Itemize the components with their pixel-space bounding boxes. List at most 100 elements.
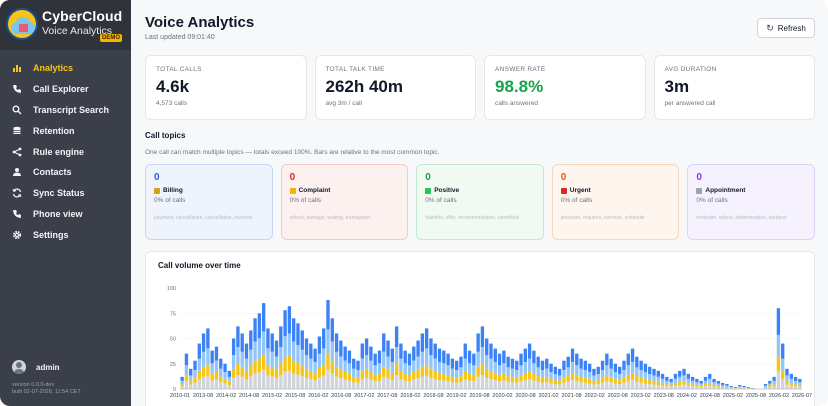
volume-bar: [527, 343, 532, 359]
volume-bar: [648, 374, 652, 381]
topic-card-urgent[interactable]: 0 Urgent 0% of calls pressure, requires,…: [551, 164, 680, 240]
volume-bar: [566, 367, 570, 377]
sidebar-item-call-explorer[interactable]: Call Explorer: [0, 79, 131, 100]
user-profile[interactable]: admin: [12, 360, 60, 374]
volume-bar: [270, 376, 274, 389]
volume-bar: [219, 376, 223, 383]
volume-bar: [407, 374, 412, 382]
section-title: Call topics: [145, 131, 186, 140]
volume-bar: [373, 381, 377, 389]
topic-card-positive[interactable]: 0 Positive 0% of calls thankful, offer, …: [416, 164, 544, 240]
volume-bar: [720, 384, 725, 387]
volume-bar: [600, 377, 605, 383]
topic-keywords: refund, damage, waiting, transaction: [289, 215, 371, 221]
volume-bar: [442, 373, 446, 381]
topic-card-complaint[interactable]: 0 Complaint 0% of calls refund, damage, …: [280, 164, 409, 240]
volume-bar: [690, 376, 695, 381]
volume-bar: [652, 368, 656, 376]
volume-bar: [648, 384, 652, 389]
y-tick-label: 50: [170, 337, 176, 343]
volume-bar: [283, 357, 287, 372]
volume-bar: [214, 360, 219, 373]
volume-bar: [515, 382, 519, 389]
y-tick-label: 0: [173, 387, 176, 393]
sidebar-item-sync-status[interactable]: Sync Status: [0, 183, 131, 204]
volume-bar: [386, 340, 390, 357]
volume-bar: [742, 385, 746, 387]
brand-header[interactable]: CyberCloud Voice Analytics DEMO: [0, 0, 131, 50]
volume-bar: [480, 375, 485, 389]
volume-bar: [613, 372, 618, 379]
topic-card-billing[interactable]: 0 Billing 0% of calls payment, cancellat…: [145, 164, 273, 240]
volume-bar: [274, 356, 279, 370]
volume-bar: [695, 378, 699, 383]
sidebar-item-rule-engine[interactable]: Rule engine: [0, 141, 131, 162]
volume-bar: [575, 381, 579, 389]
volume-bar: [626, 374, 630, 382]
volume-bar: [609, 376, 613, 383]
volume-bar: [686, 385, 690, 389]
volume-bar: [429, 355, 433, 369]
volume-bar: [296, 374, 300, 389]
volume-bar: [433, 343, 437, 359]
volume-bar: [575, 374, 579, 382]
volume-bar: [660, 382, 665, 386]
sidebar-item-retention[interactable]: Retention: [0, 120, 131, 141]
volume-bar: [429, 338, 433, 356]
volume-bar: [485, 355, 489, 369]
volume-bar: [785, 384, 789, 389]
sidebar-item-label: Rule engine: [33, 146, 85, 157]
volume-bar: [330, 318, 334, 342]
volume-bar: [313, 348, 317, 362]
volume-bar: [733, 387, 738, 389]
volume-bar: [472, 374, 476, 382]
volume-bar: [540, 370, 545, 378]
volume-bar: [189, 384, 193, 389]
sidebar-item-contacts[interactable]: Contacts: [0, 162, 131, 183]
last-updated: Last updated 09:01:40: [145, 34, 215, 41]
topic-card-appointment[interactable]: 0 Appointment 0% of calls reminder, refu…: [687, 164, 815, 240]
volume-bar: [673, 373, 678, 379]
volume-bar: [536, 376, 540, 382]
volume-bar: [613, 378, 618, 384]
chart-title: Call volume over time: [158, 261, 241, 270]
volume-bar: [283, 336, 287, 358]
volume-bar: [231, 368, 236, 378]
calendar-icon: [696, 187, 703, 194]
volume-bar: [476, 333, 480, 352]
volume-bar: [682, 384, 686, 389]
volume-bar: [776, 308, 781, 335]
volume-bar: [703, 380, 708, 385]
volume-bar: [416, 340, 420, 357]
volume-bar: [407, 381, 412, 389]
sidebar-item-analytics[interactable]: Analytics: [0, 58, 131, 79]
volume-bar: [570, 380, 575, 389]
volume-bar: [785, 380, 789, 385]
volume-bar: [489, 358, 493, 371]
sidebar-item-settings[interactable]: Settings: [0, 224, 131, 245]
sidebar-item-transcript-search[interactable]: Transcript Search: [0, 100, 131, 121]
volume-bar: [592, 375, 596, 381]
sidebar-item-label: Call Explorer: [33, 84, 89, 95]
volume-bar: [416, 356, 420, 370]
volume-bar: [656, 376, 660, 382]
volume-bar: [236, 326, 240, 348]
volume-bar: [467, 380, 472, 389]
volume-bar: [695, 386, 699, 389]
refresh-button[interactable]: ↻ Refresh: [757, 18, 815, 38]
x-tick-label: 2023-08: [654, 393, 674, 399]
volume-bar: [502, 380, 506, 389]
sidebar-item-label: Phone view: [33, 208, 83, 219]
volume-bar: [296, 323, 300, 346]
volume-bar: [424, 364, 429, 376]
volume-bar: [725, 386, 729, 388]
version-info: version 0.0.0-dev built 02-07-2026, 11:5…: [12, 382, 81, 396]
sidebar-item-phone-view[interactable]: Phone view: [0, 204, 131, 225]
volume-bar: [206, 348, 210, 365]
kpi-label: TOTAL TALK TIME: [325, 66, 385, 73]
y-tick-label: 100: [167, 286, 176, 292]
volume-bar: [506, 367, 510, 377]
volume-bar: [596, 366, 600, 375]
volume-bar: [467, 350, 472, 364]
x-tick-label: 2014-02: [216, 393, 236, 399]
